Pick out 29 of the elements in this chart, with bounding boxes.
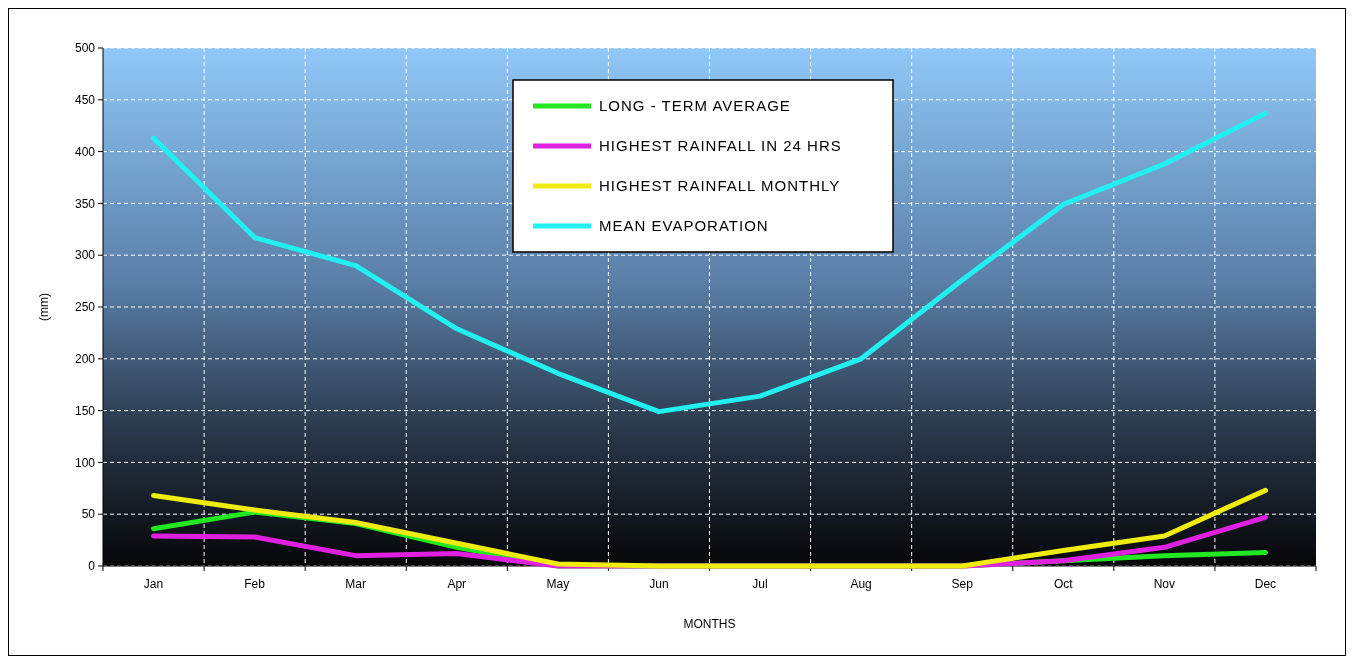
x-tick-label: Aug xyxy=(850,577,872,591)
legend-label: HIGHEST RAINFALL IN 24 HRS xyxy=(599,137,842,155)
x-tick-label: May xyxy=(546,577,570,591)
y-tick-label: 0 xyxy=(88,559,96,574)
legend-label: HIGHEST RAINFALL MONTHLY xyxy=(599,177,841,195)
y-tick-label: 450 xyxy=(74,93,96,107)
legend-label: MEAN EVAPORATION xyxy=(599,217,769,235)
x-tick-label: Mar xyxy=(345,577,367,591)
x-axis-title: MONTHS xyxy=(683,617,736,631)
y-tick-label: 100 xyxy=(74,455,96,470)
y-axis-title: (mm) xyxy=(37,293,51,321)
y-tick-label: 500 xyxy=(74,41,96,56)
x-tick-label: Nov xyxy=(1153,577,1176,591)
x-tick-label: Jun xyxy=(649,577,669,591)
y-tick-label: 50 xyxy=(81,507,96,522)
y-tick-label: 200 xyxy=(74,352,96,366)
legend-label: LONG - TERM AVERAGE xyxy=(599,97,791,115)
x-tick-label: Jul xyxy=(752,577,768,591)
y-tick-label: 150 xyxy=(74,403,96,418)
x-tick-label: Jan xyxy=(143,577,164,591)
x-tick-label: Feb xyxy=(244,577,266,591)
y-tick-label: 300 xyxy=(74,248,96,263)
x-tick-label: Apr xyxy=(447,577,467,591)
x-tick-label: Sep xyxy=(951,577,974,591)
x-tick-label: Dec xyxy=(1254,577,1277,591)
y-tick-label: 250 xyxy=(74,300,96,315)
y-tick-label: 400 xyxy=(74,144,96,159)
y-tick-label: 350 xyxy=(74,196,96,211)
x-tick-label: Oct xyxy=(1053,577,1074,591)
